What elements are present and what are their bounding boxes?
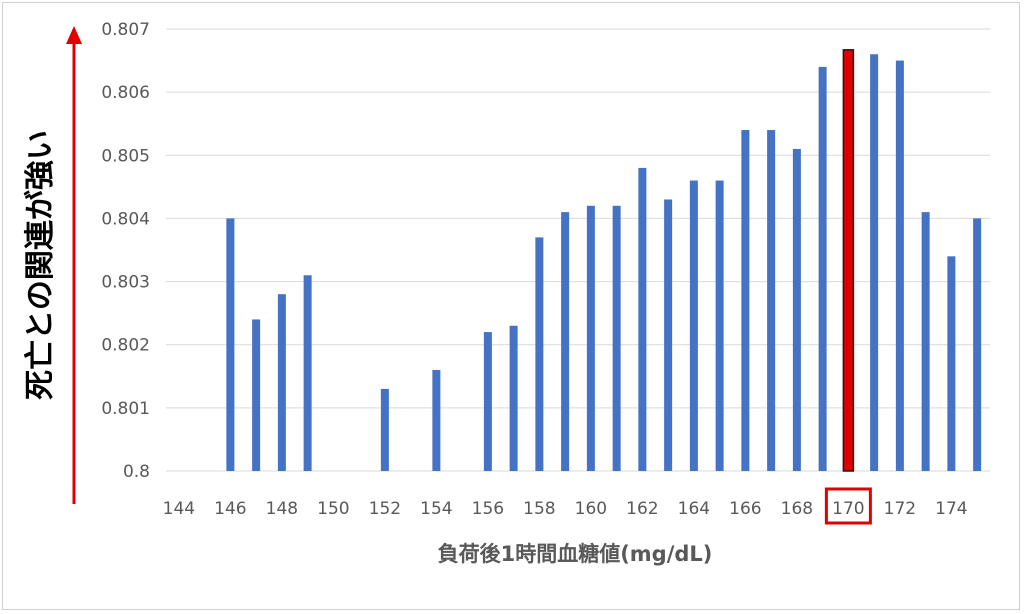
- bar: [895, 60, 904, 471]
- y-tick-label: 0.802: [101, 336, 150, 356]
- bar-highlight: [842, 49, 855, 472]
- bar: [973, 218, 982, 471]
- bar: [432, 369, 441, 471]
- x-tick-label: 150: [317, 499, 349, 519]
- bar: [277, 294, 286, 471]
- y-axis-label: 死亡との関連が強い: [23, 130, 58, 400]
- bar: [561, 212, 570, 471]
- y-tick-labels: 0.8 0.801 0.802 0.803 0.804 0.805 0.806 0.807: [101, 20, 150, 482]
- grid-lines: [166, 28, 990, 472]
- bar: [689, 180, 698, 472]
- highlight-tick-box: [824, 487, 872, 525]
- bar: [947, 256, 956, 471]
- bar: [380, 388, 389, 471]
- bar: [921, 212, 930, 471]
- x-tick-labels: 144 146 148 150 152 154 156 158 160 162 164 166 168 1…: [163, 499, 968, 519]
- y-tick-label: 0.801: [101, 399, 150, 419]
- x-tick-label: 170: [832, 499, 864, 519]
- x-tick-label: 166: [729, 499, 761, 519]
- bar: [612, 205, 621, 472]
- bar: [870, 54, 879, 471]
- x-tick-label: 172: [884, 499, 916, 519]
- x-tick-label: 144: [163, 499, 195, 519]
- y-tick-label: 0.804: [101, 209, 150, 229]
- x-tick-label: 152: [369, 499, 401, 519]
- bar: [767, 130, 776, 471]
- y-tick-label: 0.806: [101, 83, 150, 103]
- bars: [226, 49, 982, 472]
- bar: [226, 218, 235, 471]
- x-tick-label: 146: [214, 499, 246, 519]
- bar: [741, 130, 750, 471]
- bar: [715, 180, 724, 472]
- bar: [586, 205, 595, 472]
- bar: [535, 237, 544, 471]
- x-tick-label: 160: [575, 499, 607, 519]
- x-tick-label: 162: [626, 499, 658, 519]
- y-arrow: [66, 26, 82, 504]
- x-tick-label: 154: [420, 499, 452, 519]
- x-tick-label: 168: [781, 499, 813, 519]
- bar: [509, 325, 518, 471]
- x-tick-label: 148: [266, 499, 298, 519]
- bar: [638, 167, 647, 471]
- bar: [792, 148, 801, 471]
- bar: [252, 319, 261, 471]
- bar: [303, 275, 312, 471]
- y-tick-label: 0.803: [101, 273, 150, 293]
- x-tick-label: 164: [678, 499, 710, 519]
- bar: [818, 66, 827, 471]
- bar: [664, 199, 673, 471]
- x-tick-label: 174: [935, 499, 967, 519]
- x-tick-label: 156: [472, 499, 504, 519]
- bar: [483, 332, 492, 471]
- y-tick-label: 0.807: [101, 20, 150, 40]
- x-tick-label: 158: [523, 499, 555, 519]
- y-tick-label: 0.805: [101, 146, 150, 166]
- x-axis-label: 負荷後1時間血糖値(mg/dL): [438, 542, 713, 566]
- y-tick-label: 0.8: [123, 462, 150, 482]
